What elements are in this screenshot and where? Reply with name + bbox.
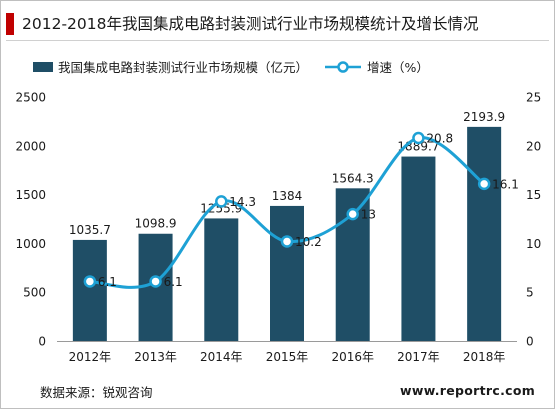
bar-2017年 <box>401 156 436 341</box>
x-axis-tick-label: 2016年 <box>331 350 374 364</box>
growth-rate-label: 13 <box>361 208 376 222</box>
left-axis-tick-label: 1000 <box>15 237 46 251</box>
legend-line-marker <box>337 61 349 73</box>
legend-bar-label: 我国集成电路封装测试行业市场规模（亿元） <box>58 60 308 75</box>
growth-rate-point <box>477 177 491 191</box>
growth-rate-point <box>412 131 425 145</box>
growth-rate-label: 16.1 <box>492 177 519 191</box>
bar-2014年 <box>204 218 239 341</box>
growth-rate-label: 6.1 <box>164 275 183 289</box>
title-accent-bar <box>6 13 14 35</box>
website-url: www.reportrc.com <box>400 383 536 398</box>
line-series <box>83 131 491 289</box>
bar-value-label: 1035.7 <box>69 223 111 237</box>
right-axis-tick-label: 10 <box>526 237 541 251</box>
right-axis: 0 5 10 15 20 25 <box>526 91 541 349</box>
growth-rate-point <box>83 275 97 288</box>
left-axis-tick-label: 500 <box>23 286 46 300</box>
legend-line-label: 增速（%） <box>367 60 429 75</box>
growth-rate-point <box>149 275 162 288</box>
x-axis-tick-label: 2018年 <box>463 350 506 364</box>
bar-value-label: 2193.9 <box>463 110 505 124</box>
x-axis-tick-label: 2013年 <box>134 350 177 364</box>
title-divider <box>6 40 549 41</box>
growth-rate-point <box>215 195 228 208</box>
bar-value-label: 1255.9 <box>200 201 242 215</box>
x-axis-tick-label: 2015年 <box>266 350 309 364</box>
legend-bar-swatch <box>33 62 53 72</box>
growth-rate-label: 20.8 <box>426 131 453 145</box>
x-axis-tick-label: 2014年 <box>200 350 243 364</box>
growth-rate-point <box>280 235 294 248</box>
bar-value-label: 1384 <box>272 189 303 203</box>
growth-rate-point <box>346 207 359 221</box>
legend: 我国集成电路封装测试行业市场规模（亿元） 增速（%） <box>33 60 429 75</box>
growth-rate-label: 10.2 <box>295 235 322 249</box>
bar-2015年 <box>270 205 304 341</box>
left-axis-tick-label: 2500 <box>15 91 46 105</box>
left-axis: 0 500 1000 1500 2000 2500 <box>15 91 46 349</box>
left-axis-tick-label: 1500 <box>15 188 46 202</box>
bar-value-label: 1098.9 <box>135 217 177 231</box>
x-axis-tick-label: 2017年 <box>397 350 440 364</box>
source-note: 数据来源：锐观咨询 <box>40 385 153 400</box>
bar-series <box>72 126 502 341</box>
right-axis-tick-label: 0 <box>526 335 534 349</box>
right-axis-tick-label: 20 <box>526 139 541 153</box>
growth-rate-label: 14.3 <box>229 195 256 209</box>
x-axis-tick-label: 2012年 <box>69 350 112 364</box>
growth-rate-label: 6.1 <box>98 275 117 289</box>
bar-2012年 <box>72 239 107 341</box>
left-axis-tick-label: 2000 <box>15 139 46 153</box>
bar-value-label: 1564.3 <box>332 171 374 185</box>
right-axis-tick-label: 15 <box>526 188 541 202</box>
chart-title: 2012-2018年我国集成电路封装测试行业市场规模统计及增长情况 <box>22 15 479 33</box>
x-axis: 2012年 2013年 2014年 2015年 2016年 2017年 2018年 <box>57 341 517 364</box>
right-axis-tick-label: 5 <box>526 286 534 300</box>
right-axis-tick-label: 25 <box>526 91 541 105</box>
bar-2018年 <box>467 126 502 341</box>
line-value-labels: 6.1 6.1 14.3 10.2 13 20.8 16.1 <box>98 131 519 288</box>
left-axis-tick-label: 0 <box>38 335 46 349</box>
